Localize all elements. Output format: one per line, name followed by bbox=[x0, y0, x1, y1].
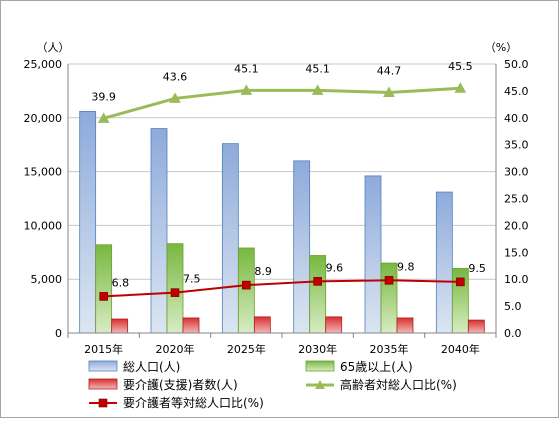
legend-swatch-0 bbox=[88, 360, 118, 372]
left-axis-tick-label: 5,000 bbox=[31, 273, 63, 286]
marker-triangle bbox=[383, 86, 395, 98]
right-axis-tick-label: 40.0 bbox=[504, 112, 529, 125]
marker-triangle bbox=[169, 92, 181, 103]
series-line-1 bbox=[103, 279, 461, 298]
bar-2-2 bbox=[253, 316, 271, 334]
legend-swatch-2 bbox=[88, 378, 118, 390]
legend-label-2: 要介護(支援)者数(人) bbox=[123, 377, 238, 392]
bar-2-0 bbox=[111, 318, 129, 334]
series-line-0 bbox=[103, 86, 461, 120]
axes: 0 5,000 10,000 15,000 20,000 25,000 0.0 5.0 10.0… bbox=[24, 41, 529, 356]
x-axis-tick-label: 2035年 bbox=[370, 342, 409, 356]
x-axis-tick-label: 2040年 bbox=[441, 342, 480, 356]
left-axis-tick-label: 20,000 bbox=[24, 112, 63, 125]
legend-marker-triangle bbox=[315, 380, 325, 389]
marker-square bbox=[384, 275, 394, 285]
right-axis-tick-label: 50.0 bbox=[504, 58, 529, 71]
right-axis-tick-label: 45.0 bbox=[504, 85, 529, 98]
right-axis-tick-label: 25.0 bbox=[504, 193, 529, 206]
right-axis-tick-label: 10.0 bbox=[504, 273, 529, 286]
bar-1-2 bbox=[237, 247, 255, 334]
data-label: 45.1 bbox=[234, 62, 259, 75]
legend-label-0: 総人口(人) bbox=[123, 360, 180, 374]
data-label: 8.9 bbox=[254, 265, 271, 278]
data-label: 6.8 bbox=[112, 276, 129, 289]
bar-0-3 bbox=[293, 160, 311, 334]
marker-square bbox=[170, 288, 180, 297]
legend-label-1: 65歳以上(人) bbox=[340, 360, 413, 374]
right-axis-tick-label: 30.0 bbox=[504, 166, 529, 179]
marker-square bbox=[242, 280, 251, 290]
x-axis-tick-label: 2020年 bbox=[156, 342, 195, 356]
data-label: 43.6 bbox=[163, 70, 188, 83]
marker-square bbox=[313, 277, 322, 286]
marker-triangle bbox=[311, 84, 324, 95]
right-axis-tick-label: 35.0 bbox=[504, 139, 529, 152]
right-axis-tick-label: 20.0 bbox=[504, 219, 529, 232]
bar-1-0 bbox=[95, 244, 113, 334]
x-axis-tick-label: 2025年 bbox=[227, 342, 266, 356]
data-label: 9.8 bbox=[397, 260, 415, 273]
right-axis-tick-label: 5.0 bbox=[504, 300, 522, 313]
bar-1-3 bbox=[309, 255, 327, 334]
data-label: 45.5 bbox=[448, 60, 473, 73]
bar-2-4 bbox=[396, 317, 414, 334]
bar-2-1 bbox=[182, 317, 200, 334]
data-label: 9.6 bbox=[326, 261, 344, 274]
bar-0-4 bbox=[364, 175, 382, 334]
bar-0-5 bbox=[435, 191, 453, 334]
legend-swatch-1 bbox=[305, 360, 335, 372]
marker-square bbox=[99, 292, 108, 301]
bar-2-5 bbox=[467, 319, 485, 334]
legend: 総人口(人) 65歳以上(人) 要介護(支援)者数(人) 高齢者対総人口比(%) 要介護… bbox=[88, 360, 457, 410]
left-axis-tick-label: 10,000 bbox=[24, 219, 63, 232]
bar-0-1 bbox=[150, 128, 168, 334]
data-label: 45.1 bbox=[305, 62, 330, 75]
right-axis-unit: （%） bbox=[485, 41, 517, 54]
bar-2-3 bbox=[325, 316, 343, 334]
marker-square bbox=[456, 277, 465, 287]
marker-triangle bbox=[240, 84, 253, 95]
legend-label-4: 要介護者等対総人口比(%) bbox=[123, 395, 264, 410]
data-label: 7.5 bbox=[183, 273, 201, 286]
left-axis-tick-label: 15,000 bbox=[24, 166, 63, 179]
data-label: 44.7 bbox=[377, 65, 402, 78]
left-axis-tick-label: 25,000 bbox=[24, 58, 63, 71]
marker-triangle bbox=[454, 82, 467, 93]
bar-1-1 bbox=[166, 243, 184, 334]
legend-label-3: 高齢者対総人口比(%) bbox=[340, 377, 457, 392]
left-axis-tick-label: 0 bbox=[55, 327, 62, 340]
bar-1-4 bbox=[380, 262, 398, 334]
bars bbox=[79, 110, 485, 334]
bar-0-0 bbox=[79, 110, 97, 334]
gridlines bbox=[68, 63, 496, 334]
x-axis-tick-label: 2015年 bbox=[84, 342, 123, 356]
marker-triangle bbox=[97, 112, 110, 123]
data-labels: 39.9 43.6 45.1 45.1 44.7 45.5 6.8 7.5 8.9 9.6 9.8 9… bbox=[91, 60, 485, 289]
data-label: 9.5 bbox=[468, 262, 486, 275]
right-axis-tick-label: 15.0 bbox=[504, 246, 529, 259]
legend-marker-square bbox=[98, 398, 108, 408]
left-axis-unit: （人） bbox=[37, 41, 70, 54]
lines bbox=[97, 82, 467, 301]
right-axis-tick-label: 0.0 bbox=[504, 327, 522, 340]
x-axis-tick-label: 2030年 bbox=[298, 342, 337, 356]
data-label: 39.9 bbox=[91, 90, 116, 103]
bar-0-2 bbox=[221, 143, 239, 334]
